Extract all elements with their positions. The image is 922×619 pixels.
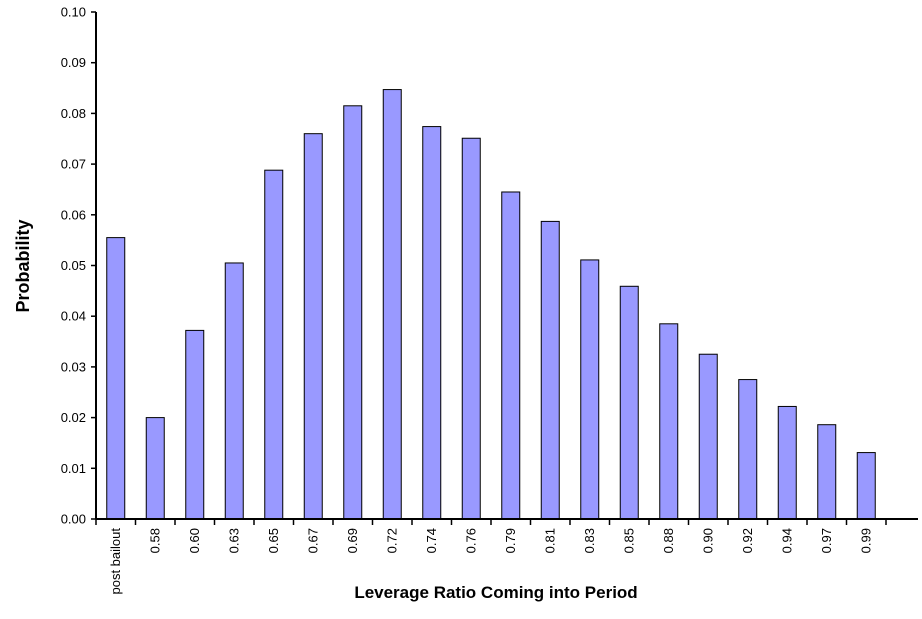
- bar: [659, 323, 679, 520]
- x-tick-label: post bailout: [108, 528, 123, 595]
- bar: [382, 89, 402, 520]
- bar: [540, 220, 560, 520]
- x-tick-label: 0.88: [661, 528, 676, 553]
- x-tick-label: 0.76: [463, 528, 478, 553]
- x-axis-label: Leverage Ratio Coming into Period: [354, 583, 637, 602]
- y-tick-label: 0.07: [61, 157, 86, 172]
- x-tick-label: 0.79: [503, 528, 518, 553]
- y-tick-label: 0.10: [61, 5, 86, 20]
- x-tick-label: 0.60: [187, 528, 202, 553]
- bar: [698, 353, 718, 520]
- x-tick-label: 0.69: [345, 528, 360, 553]
- bar: [856, 452, 876, 520]
- x-tick-label: 0.92: [740, 528, 755, 553]
- bar: [145, 417, 165, 520]
- bar: [461, 137, 481, 520]
- x-tick-label: 0.83: [582, 528, 597, 553]
- bar: [264, 169, 284, 520]
- y-tick-label: 0.01: [61, 461, 86, 476]
- bar: [185, 329, 205, 520]
- bar: [343, 105, 363, 520]
- y-axis-label: Probability: [13, 219, 33, 312]
- x-tick-label: 0.94: [779, 528, 794, 553]
- bar: [106, 237, 126, 520]
- x-tick-label: 0.63: [226, 528, 241, 553]
- y-tick-label: 0.09: [61, 55, 86, 70]
- x-tick-label: 0.65: [266, 528, 281, 553]
- x-tick-label: 0.58: [147, 528, 162, 553]
- x-tick-label: 0.85: [621, 528, 636, 553]
- bar: [817, 424, 837, 520]
- bar: [580, 259, 600, 520]
- y-tick-label: 0.05: [61, 258, 86, 273]
- x-tick-label: 0.97: [819, 528, 834, 553]
- bar: [224, 262, 244, 520]
- x-tick-label: 0.99: [858, 528, 873, 553]
- x-tick-label: 0.81: [542, 528, 557, 553]
- bar: [422, 126, 442, 520]
- y-tick-label: 0.08: [61, 106, 86, 121]
- x-tick-label: 0.67: [305, 528, 320, 553]
- y-tick-label: 0.02: [61, 410, 86, 425]
- bar: [619, 285, 639, 520]
- bar: [738, 379, 758, 520]
- bar: [501, 191, 521, 520]
- y-tick-label: 0.00: [61, 512, 86, 527]
- x-tick-label: 0.74: [424, 528, 439, 553]
- y-tick-label: 0.04: [61, 309, 86, 324]
- y-tick-label: 0.03: [61, 359, 86, 374]
- bar: [777, 405, 797, 520]
- bar: [303, 133, 323, 520]
- x-tick-label: 0.72: [384, 528, 399, 553]
- x-tick-label: 0.90: [700, 528, 715, 553]
- y-tick-label: 0.06: [61, 207, 86, 222]
